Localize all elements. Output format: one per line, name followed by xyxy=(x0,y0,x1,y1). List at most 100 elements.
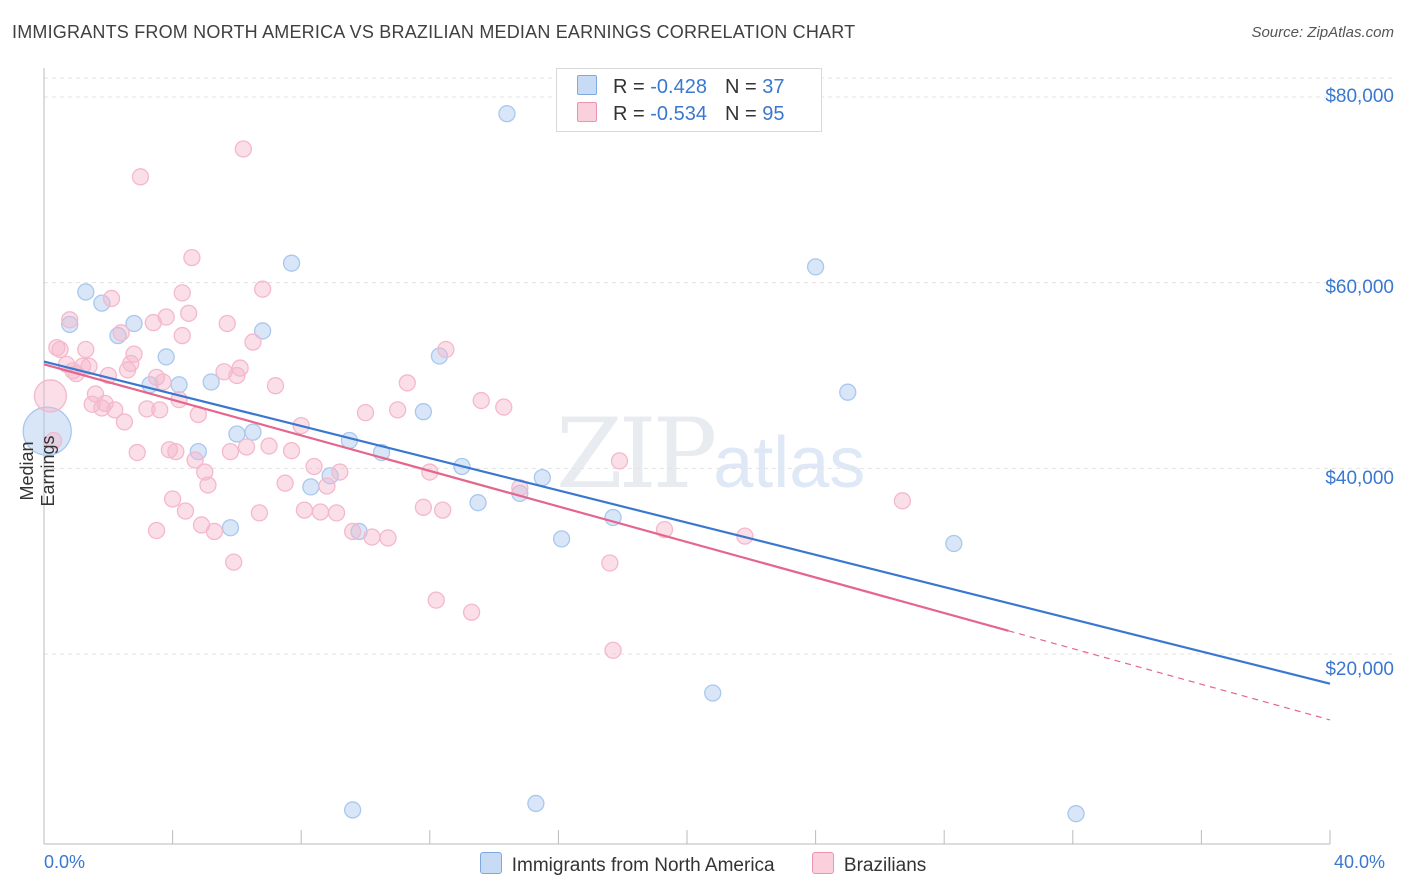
data-point-immigrants xyxy=(302,478,320,496)
data-point-immigrants xyxy=(170,376,188,394)
data-point-brazilians xyxy=(266,377,285,395)
data-point-brazilians xyxy=(218,314,236,333)
r-value: -0.428 xyxy=(650,76,707,98)
n-value: 37 xyxy=(762,76,785,98)
data-point-immigrants xyxy=(157,348,175,366)
data-point-immigrants xyxy=(202,373,220,391)
data-point-brazilians xyxy=(112,324,130,342)
data-point-brazilians xyxy=(472,391,490,410)
y-tick-label-40000: $40,000 xyxy=(1325,468,1394,489)
data-point-brazilians xyxy=(311,503,330,521)
data-point-brazilians xyxy=(196,463,214,481)
data-point-immigrants xyxy=(253,322,272,340)
data-point-brazilians xyxy=(96,394,114,413)
data-point-brazilians xyxy=(276,474,294,492)
data-point-brazilians xyxy=(327,504,346,522)
data-point-brazilians xyxy=(331,463,349,481)
series-legend-brazilians: Brazilians xyxy=(811,852,927,877)
data-point-brazilians xyxy=(437,340,455,359)
stats-legend-row-brazilians: R = -0.534 N = 95 xyxy=(577,102,784,126)
data-point-brazilians xyxy=(363,528,381,546)
y-tick-label-60000: $60,000 xyxy=(1325,277,1394,298)
data-point-immigrants xyxy=(945,534,963,553)
data-point-brazilians xyxy=(147,521,166,540)
data-point-brazilians xyxy=(253,280,272,298)
data-point-brazilians xyxy=(610,452,629,470)
data-point-brazilians xyxy=(83,395,101,413)
data-point-immigrants xyxy=(527,794,545,813)
data-point-brazilians xyxy=(282,442,301,460)
data-point-brazilians xyxy=(462,603,481,621)
data-point-brazilians xyxy=(138,400,156,418)
trend-line-brazilians-extension xyxy=(1008,630,1331,721)
data-point-immigrants xyxy=(109,326,127,345)
data-point-immigrants xyxy=(343,801,362,819)
n-value: 95 xyxy=(762,103,785,125)
data-point-brazilians xyxy=(893,492,912,510)
data-point-brazilians xyxy=(163,490,182,508)
series-legend-immigrants: Immigrants from North America xyxy=(479,852,775,877)
y-tick-label-80000: $80,000 xyxy=(1325,86,1394,107)
watermark: ZIPatlas xyxy=(556,398,865,510)
data-point-brazilians xyxy=(173,284,191,302)
watermark-zip: ZIP xyxy=(556,398,717,510)
series-legend-label: Brazilians xyxy=(843,855,927,876)
data-point-brazilians xyxy=(305,457,323,476)
data-point-immigrants xyxy=(806,258,825,276)
legend-swatch-blue xyxy=(577,75,597,95)
data-point-brazilians xyxy=(183,248,201,267)
legend-swatch-pink xyxy=(577,102,597,122)
data-point-brazilians xyxy=(93,399,111,417)
r-label: R = xyxy=(613,103,651,125)
data-point-brazilians xyxy=(80,357,98,375)
data-point-brazilians xyxy=(388,401,407,419)
data-point-brazilians xyxy=(225,553,243,571)
data-point-brazilians xyxy=(434,501,452,519)
n-label: N = xyxy=(724,103,763,125)
data-point-immigrants xyxy=(125,314,143,333)
data-point-brazilians xyxy=(398,374,416,392)
data-point-immigrants xyxy=(282,254,301,272)
data-point-brazilians xyxy=(356,403,375,422)
data-point-brazilians xyxy=(154,373,172,391)
x-tick-label-min: 0.0% xyxy=(44,852,86,872)
data-point-brazilians xyxy=(231,359,249,377)
data-point-immigrants xyxy=(498,105,516,123)
data-point-brazilians xyxy=(51,340,69,359)
data-point-brazilians xyxy=(33,379,68,413)
data-point-immigrants xyxy=(93,294,111,312)
data-point-immigrants xyxy=(414,403,433,421)
data-point-brazilians xyxy=(199,476,217,494)
data-point-brazilians xyxy=(186,451,204,469)
data-point-brazilians xyxy=(295,501,314,519)
data-point-immigrants xyxy=(77,283,95,301)
data-point-brazilians xyxy=(157,308,175,326)
chart-title: IMMIGRANTS FROM NORTH AMERICA VS BRAZILI… xyxy=(12,22,856,42)
data-point-immigrants xyxy=(221,519,240,537)
data-point-brazilians xyxy=(167,442,185,461)
data-point-brazilians xyxy=(106,401,124,419)
data-point-brazilians xyxy=(601,554,619,572)
data-point-brazilians xyxy=(173,326,191,345)
series-legend-label: Immigrants from North America xyxy=(511,855,775,876)
data-point-immigrants xyxy=(704,684,722,702)
data-point-brazilians xyxy=(234,140,252,158)
watermark-atlas: atlas xyxy=(713,423,866,503)
data-point-brazilians xyxy=(128,443,146,462)
data-point-immigrants xyxy=(430,347,449,365)
stats-legend: R = -0.428 N = 37 R = -0.534 N = 95 xyxy=(556,68,822,132)
trend-line-brazilians xyxy=(43,363,1009,632)
trend-line-immigrants xyxy=(43,360,1331,685)
r-value: -0.534 xyxy=(650,103,707,125)
data-point-immigrants xyxy=(244,423,262,441)
data-point-immigrants xyxy=(552,530,571,548)
r-label: R = xyxy=(613,76,651,98)
data-point-brazilians xyxy=(44,431,63,450)
data-point-immigrants xyxy=(321,467,339,485)
data-point-immigrants xyxy=(469,494,487,512)
data-point-brazilians xyxy=(215,363,233,381)
data-point-brazilians xyxy=(414,498,433,516)
data-point-immigrants xyxy=(61,315,79,334)
data-point-brazilians xyxy=(176,502,195,520)
data-point-brazilians xyxy=(244,333,262,351)
